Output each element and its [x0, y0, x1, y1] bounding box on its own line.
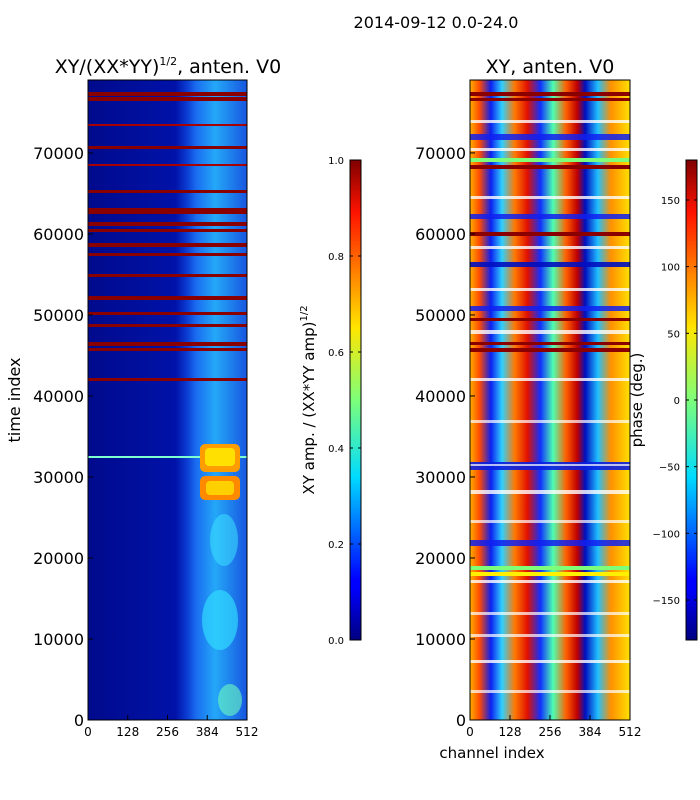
right-y-tick-label: 60000 — [415, 225, 466, 244]
right-panel-title: XY, anten. V0 — [486, 56, 615, 78]
right-colorbar-tick-label: 50 — [667, 329, 680, 340]
right-colorbar-label: phase (deg.) — [628, 353, 646, 448]
left-colorbar-tick-label: 0.2 — [328, 540, 344, 551]
right-x-tick-label: 384 — [579, 725, 602, 739]
left-x-tick-label: 384 — [196, 725, 219, 739]
right-x-tick-label: 128 — [499, 725, 522, 739]
right-colorbar-tick-label: 0 — [674, 396, 680, 407]
right-colorbar-tick-label: 150 — [661, 196, 680, 207]
right-colorbar-ticks: −150 −100 −50 0 50 100 150 — [653, 196, 697, 607]
left-y-tick-label: 20000 — [33, 549, 84, 568]
right-x-tick-label: 256 — [539, 725, 562, 739]
left-y-tick-label: 0 — [74, 711, 84, 730]
left-x-tick-label: 256 — [156, 725, 179, 739]
left-y-tick-label: 30000 — [33, 468, 84, 487]
right-colorbar-tick-label: −100 — [653, 529, 680, 540]
right-y-tick-label: 10000 — [415, 630, 466, 649]
left-y-tick-label: 40000 — [33, 387, 84, 406]
left-panel: XY/(XX*YY)1/2, anten. V0 — [5, 55, 281, 739]
right-y-tick-label: 0 — [456, 711, 466, 730]
left-heatmap-image — [87, 79, 248, 721]
left-x-tick-label: 0 — [84, 725, 92, 739]
right-x-tick-label: 512 — [619, 725, 642, 739]
left-panel-title: XY/(XX*YY)1/2, anten. V0 — [55, 55, 281, 78]
left-y-axis-label: time index — [5, 357, 24, 442]
left-x-tick-label: 128 — [116, 725, 139, 739]
right-y-tick-label: 30000 — [415, 468, 466, 487]
right-y-tick-label: 70000 — [415, 144, 466, 163]
left-colorbar-tick-label: 0.0 — [328, 636, 344, 647]
figure-suptitle: 2014-09-12 0.0-24.0 — [354, 13, 519, 32]
right-heatmap-stripes — [470, 92, 630, 693]
right-x-tick-label: 0 — [466, 725, 474, 739]
right-y-tick-label: 40000 — [415, 387, 466, 406]
left-y-tick-label: 60000 — [33, 225, 84, 244]
left-y-tick-label: 50000 — [33, 306, 84, 325]
right-panel: XY, anten. V0 — [415, 56, 641, 762]
left-heatmap-blobs — [200, 444, 242, 716]
left-heatmap-stripes — [88, 92, 247, 458]
left-y-ticks: 0 10000 20000 30000 40000 50000 60000 70000 — [33, 144, 93, 730]
left-colorbar-ticks: 0.0 0.2 0.4 0.6 0.8 1.0 — [328, 156, 361, 647]
left-y-tick-label: 10000 — [33, 630, 84, 649]
right-x-ticks: 0 128 256 384 512 — [466, 715, 641, 739]
left-colorbar-tick-label: 1.0 — [328, 156, 344, 167]
left-y-tick-label: 70000 — [33, 144, 84, 163]
left-colorbar-gradient — [349, 159, 362, 641]
left-colorbar-tick-label: 0.4 — [328, 444, 344, 455]
right-y-tick-label: 20000 — [415, 549, 466, 568]
left-colorbar-label: XY amp. / (XX*YY amp)1/2 — [299, 305, 318, 494]
right-colorbar: −150 −100 −50 0 50 100 150 phase (deg.) — [628, 159, 698, 641]
left-colorbar: 0.0 0.2 0.4 0.6 0.8 1.0 XY amp. / (XX*YY amp)… — [299, 156, 362, 647]
left-x-tick-label: 512 — [236, 725, 259, 739]
left-x-ticks: 0 128 256 384 512 — [84, 715, 258, 739]
left-colorbar-tick-label: 0.6 — [328, 348, 344, 359]
right-colorbar-tick-label: 100 — [661, 263, 680, 274]
right-x-axis-label: channel index — [439, 744, 544, 762]
right-heatmap-image — [469, 79, 631, 721]
right-y-tick-label: 50000 — [415, 306, 466, 325]
right-colorbar-tick-label: −150 — [653, 596, 680, 607]
left-colorbar-tick-label: 0.8 — [328, 252, 344, 263]
right-y-ticks: 0 10000 20000 30000 40000 50000 60000 70000 — [415, 144, 475, 730]
right-colorbar-tick-label: −50 — [659, 463, 680, 474]
